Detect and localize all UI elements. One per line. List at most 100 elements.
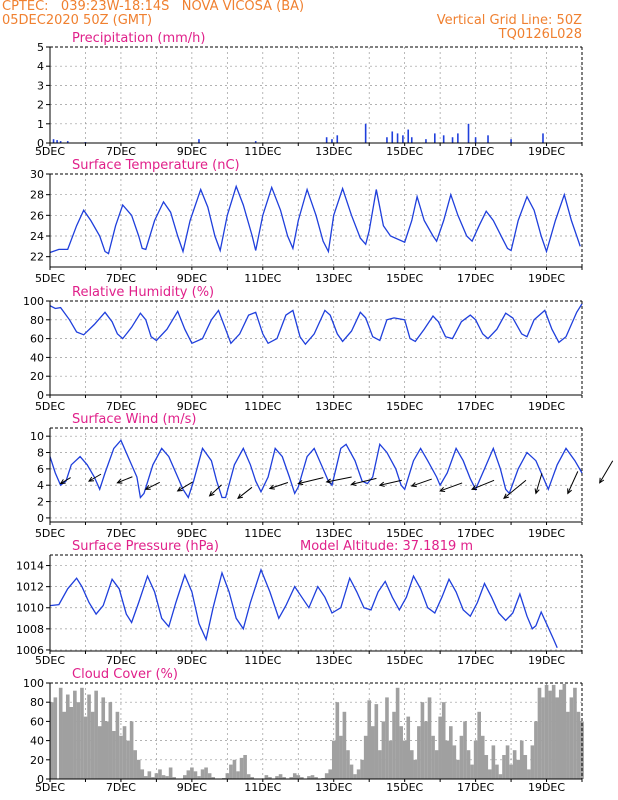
wind-ytick-label: 2 [37,496,44,509]
wind-arrow-head [176,486,183,492]
cloud-bar [402,740,407,779]
precip-bar [510,139,512,143]
precip-bar [434,133,436,143]
pres-xtick-label: 19DEC [528,654,565,667]
cloud-bar [193,771,198,779]
cloud-bar [438,716,442,779]
cloud-bar [104,721,109,779]
precip-bar [425,139,427,143]
precip-title: Precipitation (mm/h) [72,31,205,46]
cloud-bar [324,773,329,779]
cloud-bar [275,776,279,779]
cloud-bar [569,697,574,779]
cloud-bar [310,775,315,779]
cloud-bar [147,771,152,779]
temp-ytick-label: 28 [30,189,44,202]
cloud-bar [133,750,137,779]
precip-bar [542,133,544,143]
cloud-bar [190,767,194,779]
cloud-bar [491,745,496,779]
cloud-bar [314,777,318,779]
cloud-bar [87,694,91,779]
wind-arrow [439,482,463,492]
cloud-bar [562,683,567,779]
wind-arrow-head [503,493,509,500]
wind-xtick-label: 11DEC [244,527,281,540]
cloud-bar [484,755,489,779]
wind-arrow [117,476,133,484]
wind-arrow [237,486,253,499]
cloud-bar [505,745,510,779]
cloud-bar [151,777,155,779]
wind-arrow-head [237,493,243,500]
pres-xtick-label: 11DEC [244,654,281,667]
cloud-bar [445,740,450,779]
cloud-bar [76,702,81,779]
wind-arrow-head [116,478,123,484]
cloud-bar [165,776,169,779]
cloud-bar [346,750,350,779]
precip-ytick-label: 2 [37,99,44,112]
cloud-ytick-label: 0 [37,773,44,786]
wind-ytick-label: 8 [37,447,44,460]
precip-bar [198,139,200,143]
cloud-bar [378,750,382,779]
cloud-bar [154,773,159,779]
temp-ytick-label: 30 [30,168,44,181]
cloud-bar [122,726,127,779]
cloud-bar [495,764,499,779]
temp-xtick-label: 7DEC [106,272,136,285]
cloud-bar [541,697,545,779]
wind-arrow [145,481,160,490]
temp-xtick-label: 11DEC [244,272,281,285]
cloud-bar [452,745,457,779]
precip-bar [331,139,333,143]
cloud-bar [225,773,230,779]
cloud-bar [250,777,255,779]
cloud-bar [509,764,513,779]
cloud-bar [456,759,460,779]
pres-ytick-label: 1012 [16,581,44,594]
cloud-bar [477,711,481,779]
cloud-bar [282,777,286,779]
cloud-bar [97,726,102,779]
cloud-bar [158,769,162,779]
rh-xtick-label: 19DEC [528,400,565,413]
cloud-bar [119,735,123,779]
wind-xtick-label: 19DEC [528,527,565,540]
cloud-bar [65,694,70,779]
rh-title: Relative Humidity (%) [72,285,214,300]
cloud-bar [296,775,301,779]
wind-arrow [535,473,543,494]
temp-xtick-label: 5DEC [35,272,65,285]
cloud-bar [548,690,552,779]
wind-arrow [471,479,495,490]
cloud-bar [289,777,294,779]
precip-bar [396,133,399,143]
precip-ytick-label: 3 [37,79,44,92]
cloud-bar [488,769,492,779]
cloud-bar [129,721,134,779]
wind-arrow-head [59,479,66,485]
cloud-bar [353,774,357,779]
precip-bar [410,137,413,143]
pres-xtick-label: 15DEC [386,654,423,667]
pres-ytick-label: 1014 [16,560,44,573]
cloud-title: Cloud Cover (%) [72,667,178,682]
cloud-bar [73,690,77,779]
cloud-bar [427,697,432,779]
cloud-bar [186,770,191,779]
cloud-bar [197,776,201,779]
wind-arrow-head [534,488,540,495]
cloud-bar [335,702,340,779]
rh-ytick-label: 40 [30,351,44,364]
rh-ytick-label: 60 [30,333,44,346]
precip-bar [467,123,470,143]
cloud-bar [161,775,166,779]
cloud-bar [112,731,116,779]
cloud-bar [431,735,435,779]
precip-bar [336,135,339,143]
cloud-bar [211,777,215,779]
precip-bar [254,141,257,143]
